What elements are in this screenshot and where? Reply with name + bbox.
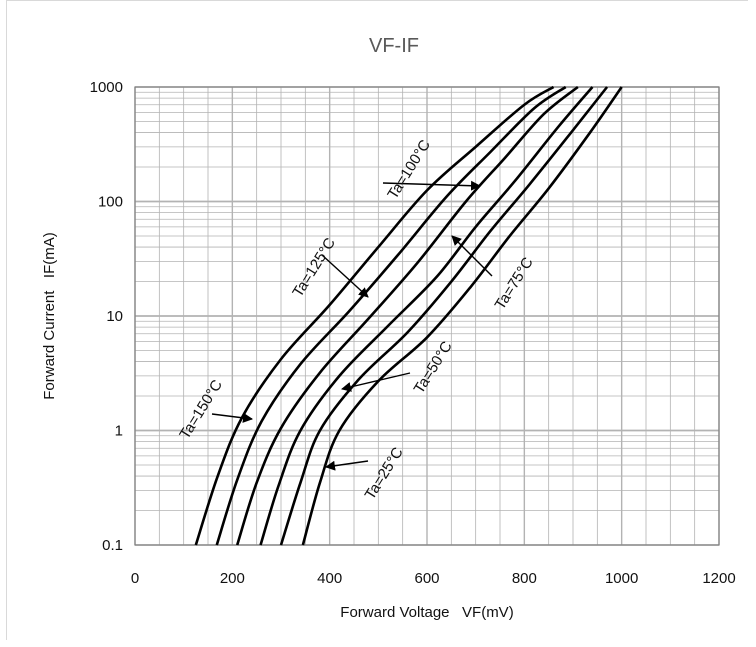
annotation-label: Ta=75°C <box>492 254 537 312</box>
series-line-ta50c <box>279 86 609 546</box>
annotation: Ta=125°C <box>289 235 369 301</box>
x-tick-label: 200 <box>220 570 245 587</box>
y-tick-label: 10 <box>106 308 123 325</box>
annotation-arrow <box>325 460 369 471</box>
x-tick-label: 1000 <box>605 570 638 587</box>
y-axis-label: Forward Current IF(mA) <box>41 232 58 400</box>
x-tick-label: 1200 <box>702 570 735 587</box>
chart-title: VF-IF <box>369 35 419 57</box>
grid-lines <box>134 86 720 546</box>
plot-border <box>134 86 720 546</box>
chart-frame <box>6 0 748 640</box>
x-tick-label: 400 <box>317 570 342 587</box>
series-line-ta150c <box>194 85 555 546</box>
annotation-arrow <box>382 180 481 191</box>
annotation: Ta=25°C <box>325 444 407 503</box>
x-tick-labels: 0 200 400 600 800 1000 1200 <box>131 570 736 587</box>
y-tick-label: 1 <box>115 423 123 440</box>
series-line-ta25c <box>301 86 623 546</box>
annotation: Ta=150°C <box>176 377 253 442</box>
x-tick-label: 0 <box>131 570 139 587</box>
plot-area-border <box>134 86 720 546</box>
series-line-ta75c <box>259 86 594 546</box>
series-line-ta100c <box>235 85 579 546</box>
y-tick-label: 0.1 <box>102 537 123 554</box>
x-tick-label: 600 <box>414 570 439 587</box>
y-tick-labels: 0.1 1 10 100 1000 <box>90 79 123 554</box>
x-axis-label: Forward Voltage VF(mV) <box>340 604 513 621</box>
y-tick-label: 1000 <box>90 79 123 96</box>
x-tick-label: 800 <box>512 570 537 587</box>
annotation-label: Ta=25°C <box>362 444 407 502</box>
series-layer <box>194 85 623 546</box>
annotation-label: Ta=125°C <box>289 235 339 301</box>
annotation-arrow <box>211 412 253 423</box>
annotation-arrow <box>451 235 493 277</box>
y-tick-label: 100 <box>98 194 123 211</box>
annotation: Ta=50°C <box>341 338 456 397</box>
annotation-arrow <box>341 372 411 392</box>
annotation-arrow <box>321 254 369 298</box>
